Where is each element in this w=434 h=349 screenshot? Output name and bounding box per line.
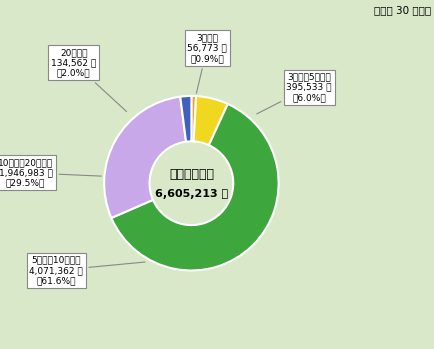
Text: （平成 30 年中）: （平成 30 年中） <box>373 5 430 15</box>
Wedge shape <box>104 97 186 218</box>
Text: 6,605,213 件: 6,605,213 件 <box>155 189 227 199</box>
Wedge shape <box>111 104 278 270</box>
Text: 10分以上20分未満
1,946,983 件
（29.5%）: 10分以上20分未満 1,946,983 件 （29.5%） <box>0 158 101 188</box>
Text: 5分以上10分未満
4,071,362 件
（61.6%）: 5分以上10分未満 4,071,362 件 （61.6%） <box>29 255 145 285</box>
Wedge shape <box>193 96 227 145</box>
Text: 20分以上
134,562 件
（2.0%）: 20分以上 134,562 件 （2.0%） <box>51 48 126 112</box>
Wedge shape <box>191 96 196 141</box>
Text: 救急出動件数: 救急出動件数 <box>168 168 214 181</box>
Text: 3分未満
56,773 件
（0.9%）: 3分未満 56,773 件 （0.9%） <box>187 33 227 93</box>
Wedge shape <box>180 96 191 142</box>
Text: 3分以上5分未満
395,533 件
（6.0%）: 3分以上5分未満 395,533 件 （6.0%） <box>256 72 331 114</box>
